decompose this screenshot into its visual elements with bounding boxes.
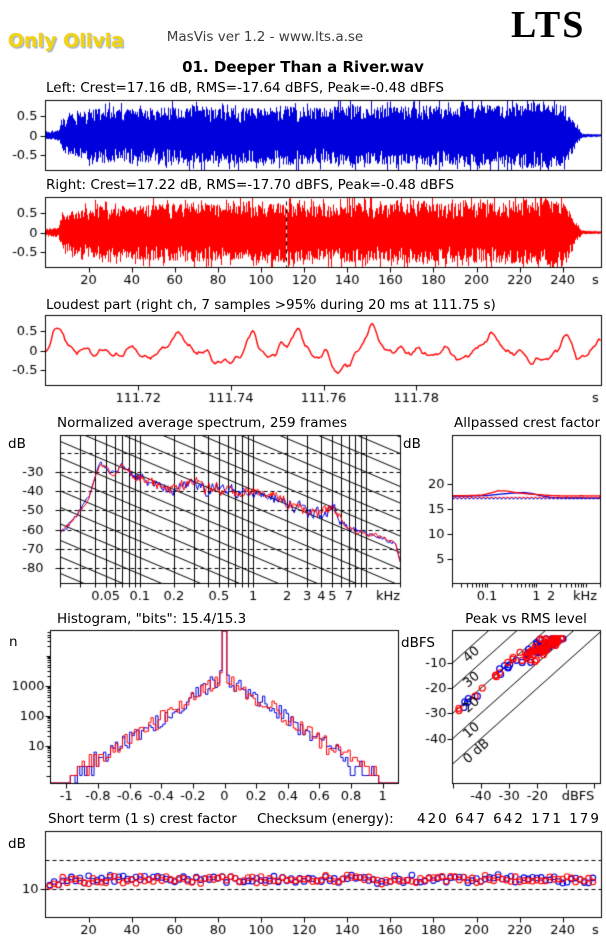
- allpass-ylabel: dB: [403, 436, 421, 452]
- artist-logo: Only Olivia: [8, 30, 125, 52]
- left-waveform-stats: Left: Crest=17.16 dB, RMS=-17.64 dBFS, P…: [46, 80, 444, 96]
- page-title: 01. Deeper Than a River.wav: [182, 58, 424, 76]
- spectrum-title: Normalized average spectrum, 259 frames: [57, 415, 347, 431]
- short-term-title: Short term (1 s) crest factor: [48, 811, 237, 827]
- app-version-text: MasVis ver 1.2 - www.lts.a.se: [166, 29, 364, 45]
- allpass-title: Allpassed crest factor: [454, 415, 600, 431]
- histogram-ylabel: n: [9, 634, 18, 650]
- peak-rms-title: Peak vs RMS level: [465, 611, 587, 627]
- histogram-title: Histogram, "bits": 15.4/15.3: [57, 611, 247, 627]
- loudest-part-title: Loudest part (right ch, 7 samples >95% d…: [46, 297, 496, 313]
- brand-logo: LTS: [511, 4, 586, 46]
- right-waveform-stats: Right: Crest=17.22 dB, RMS=-17.70 dBFS, …: [46, 177, 455, 193]
- peak-rms-ylabel: dBFS: [401, 635, 435, 651]
- checksum-value: 420 647 642 171 179: [416, 811, 601, 827]
- short-term-ylabel: dB: [8, 836, 26, 852]
- checksum-label: Checksum (energy):: [257, 811, 394, 827]
- spectrum-ylabel: dB: [8, 436, 26, 452]
